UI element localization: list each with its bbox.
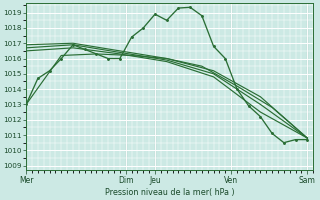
X-axis label: Pression niveau de la mer( hPa ): Pression niveau de la mer( hPa ) (105, 188, 235, 197)
